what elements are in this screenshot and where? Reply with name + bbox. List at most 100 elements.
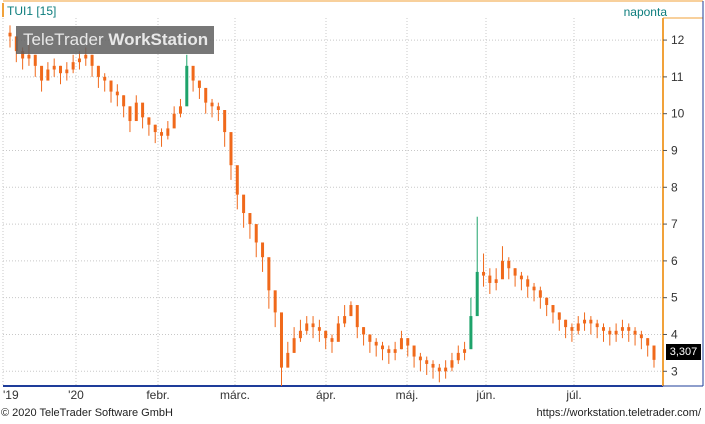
candle-body <box>317 327 321 331</box>
source-url-link[interactable]: https://workstation.teletrader.com/ <box>536 407 701 419</box>
ticker-accent-bar <box>2 3 4 17</box>
candle-body <box>292 338 296 353</box>
candle-body <box>387 349 391 353</box>
y-tick-label: 9 <box>671 143 678 157</box>
x-tick-label: '20 <box>68 388 84 402</box>
candle-body <box>336 323 340 342</box>
candle-body <box>570 327 574 331</box>
candle-body <box>589 319 593 324</box>
candle-body <box>178 106 182 114</box>
candle-body <box>311 323 315 328</box>
candle-body <box>399 338 403 350</box>
y-tick-label: 11 <box>671 70 684 84</box>
candle-body <box>109 80 113 92</box>
candle-body <box>71 62 75 70</box>
candle-body <box>8 32 12 37</box>
candle-body <box>229 132 233 166</box>
candle-body <box>614 330 618 335</box>
candle-body <box>96 65 100 77</box>
candle-body <box>583 319 587 324</box>
candle-body <box>204 87 208 103</box>
candle-body <box>595 323 599 328</box>
candle-body <box>633 330 637 335</box>
candle-body <box>425 360 429 364</box>
candle-body <box>27 54 31 59</box>
y-tick-label: 6 <box>671 254 678 268</box>
candle-body <box>223 110 227 133</box>
candle-body <box>134 102 138 122</box>
candle-body <box>191 65 195 81</box>
watermark-light-text: TeleTrader <box>23 30 109 49</box>
candle-body <box>248 213 252 225</box>
candle-body <box>431 363 435 368</box>
candle-body <box>141 102 145 118</box>
candle-body <box>103 76 107 81</box>
grid-lines <box>2 18 663 386</box>
y-tick-label: 12 <box>671 33 685 47</box>
candle-body <box>261 242 265 258</box>
candle-body <box>242 194 246 214</box>
candle-body <box>362 327 366 335</box>
candle-body <box>286 352 290 368</box>
candle-body <box>65 69 69 74</box>
candle-body <box>513 268 517 276</box>
candle-body <box>298 330 302 339</box>
candle-body <box>551 305 555 313</box>
candle-body <box>324 330 328 339</box>
candle-body <box>46 69 50 81</box>
candle-body <box>608 330 612 335</box>
y-tick-label: 8 <box>671 180 678 194</box>
candle-body <box>418 356 422 361</box>
candle-body <box>463 349 467 353</box>
candle-body <box>166 128 170 136</box>
candle-body <box>343 316 347 324</box>
candle-body <box>519 275 523 280</box>
x-tick-label: máj. <box>396 388 419 402</box>
candle-body <box>216 106 220 110</box>
copyright-text: © 2020 TeleTrader Software GmbH <box>1 407 173 419</box>
candle-body <box>77 58 81 63</box>
candle-body <box>349 305 353 317</box>
candle-body <box>21 51 25 59</box>
ticker-label[interactable]: TUI1 [15] <box>7 4 57 18</box>
candle-body <box>52 65 56 70</box>
candle-body <box>482 271 486 276</box>
candle-body <box>33 54 37 66</box>
y-tick-label: 5 <box>671 291 678 305</box>
candle-body <box>437 367 441 372</box>
candle-body <box>153 124 157 133</box>
candle-body <box>444 367 448 372</box>
frequency-label[interactable]: naponta <box>623 5 667 19</box>
x-tick-label: '19 <box>3 388 19 402</box>
candle-body <box>646 338 650 346</box>
y-tick-label: 10 <box>671 107 685 121</box>
candle-body <box>235 165 239 195</box>
candle-body <box>355 305 359 328</box>
candle-body <box>59 65 63 74</box>
candle-body <box>494 279 498 283</box>
candle-body <box>576 323 580 331</box>
candle-body <box>210 102 214 107</box>
chart-frame <box>3 0 704 387</box>
teletrader-watermark-logo: TeleTrader WorkStation <box>16 26 214 54</box>
candle-body <box>393 349 397 353</box>
last-price-badge: 3,307 <box>666 344 701 360</box>
candle-body <box>500 260 504 280</box>
candle-body <box>254 224 258 243</box>
candle-body <box>267 257 271 291</box>
candle-body <box>374 341 378 346</box>
candle-body <box>115 91 119 96</box>
candle-body <box>450 360 454 368</box>
candle-body <box>381 345 385 350</box>
candle-body <box>538 290 542 298</box>
candle-body <box>84 54 88 59</box>
candle-body <box>330 338 334 342</box>
y-tick-label: 4 <box>671 327 678 341</box>
candle-body <box>627 327 631 331</box>
x-tick-label: ápr. <box>316 388 336 402</box>
y-tick-label: 3 <box>671 364 678 378</box>
y-axis: 3 4 5 6 7 8 9 10 11 12 <box>663 33 685 378</box>
